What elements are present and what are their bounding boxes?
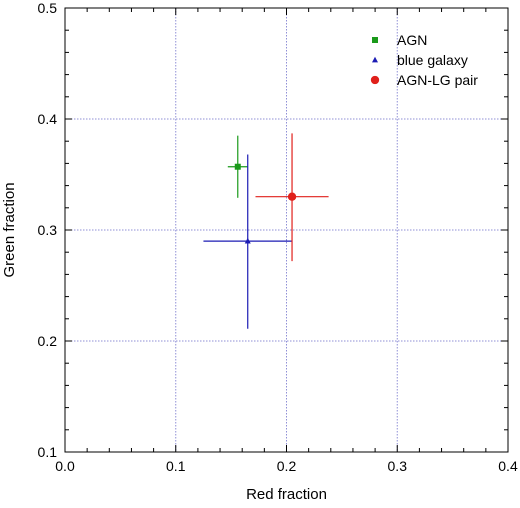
x-tick-label: 0.3 xyxy=(388,458,408,474)
legend-marker xyxy=(370,75,380,85)
y-tick-label: 0.3 xyxy=(38,222,58,238)
x-axis-title: Red fraction xyxy=(246,486,327,503)
y-tick-labels: 0.1 0.2 0.3 0.4 0.5 xyxy=(38,0,58,460)
x-tick-label: 0.1 xyxy=(166,458,186,474)
legend-marker xyxy=(372,37,378,43)
data-point-marker xyxy=(244,237,251,244)
x-tick-labels: 0.0 0.1 0.2 0.3 0.4 xyxy=(55,458,518,474)
legend-label: AGN xyxy=(397,32,427,48)
legend-marker xyxy=(372,56,378,63)
x-tick-label: 0.2 xyxy=(277,458,297,474)
data-points xyxy=(203,133,329,329)
y-axis-title: Green fraction xyxy=(1,182,18,277)
x-tick-label: 0.4 xyxy=(498,458,518,474)
data-point-marker xyxy=(234,163,241,170)
legend-label: blue galaxy xyxy=(397,52,468,68)
x-tick-label: 0.0 xyxy=(55,458,75,474)
y-tick-label: 0.1 xyxy=(38,444,58,460)
data-point-marker xyxy=(287,192,297,201)
grid xyxy=(65,8,508,452)
y-tick-label: 0.2 xyxy=(38,333,58,349)
legend: AGN blue galaxy AGN-LG pair xyxy=(370,32,478,88)
plot-frame xyxy=(64,7,509,453)
legend-label: AGN-LG pair xyxy=(397,72,478,88)
y-tick-label: 0.5 xyxy=(38,0,58,16)
y-tick-label: 0.4 xyxy=(38,111,58,127)
